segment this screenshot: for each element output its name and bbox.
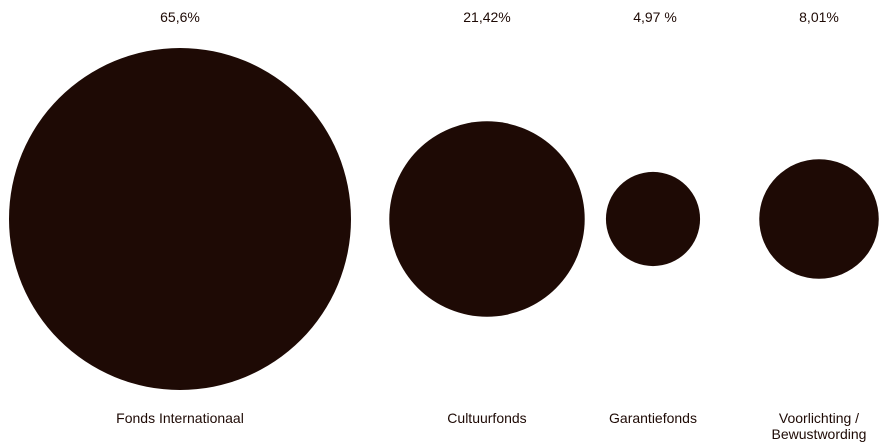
- value-label-voorlichting-bewustwording: 8,01%: [799, 9, 839, 25]
- bubble-voorlichting-bewustwording: [759, 159, 879, 279]
- value-label-garantiefonds: 4,97 %: [633, 9, 677, 25]
- category-label-garantiefonds: Garantiefonds: [609, 410, 697, 426]
- category-label-voorlichting-bewustwording: Voorlichting / Bewustwording: [771, 410, 867, 442]
- value-label-cultuurfonds: 21,42%: [463, 9, 511, 25]
- category-label-cultuurfonds: Cultuurfonds: [447, 410, 527, 426]
- value-label-fonds-internationaal: 65,6%: [160, 9, 200, 25]
- bubble-garantiefonds: [605, 171, 701, 267]
- category-label-fonds-internationaal: Fonds Internationaal: [116, 410, 244, 426]
- bubble-fonds-internationaal: [9, 48, 351, 390]
- bubble-cultuurfonds: [389, 121, 585, 317]
